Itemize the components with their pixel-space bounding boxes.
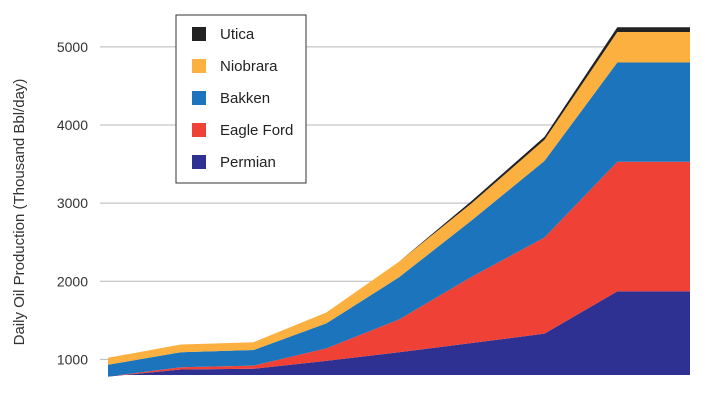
legend-swatch [192,27,206,41]
area-permian [108,291,690,377]
legend-label: Bakken [220,90,270,107]
y-tick-label: 1000 [57,351,88,367]
area-bakken [108,62,690,377]
y-axis-title: Daily Oil Production (Thousand Bbl/day) [11,79,28,346]
legend-swatch [192,59,206,73]
legend-swatch [192,155,206,169]
legend-label: Permian [220,154,276,171]
y-tick-label: 3000 [57,195,88,211]
legend-swatch [192,123,206,137]
y-tick-label: 2000 [57,273,88,289]
area-series [108,27,690,377]
y-axis-ticks: 1000 2000 3000 4000 5000 [57,39,88,368]
legend-label: Eagle Ford [220,122,293,139]
legend-swatch [192,91,206,105]
y-tick-label: 4000 [57,117,88,133]
legend-label: Utica [220,26,255,43]
legend-label: Niobrara [220,58,278,75]
y-tick-label: 5000 [57,39,88,55]
legend: Utica Niobrara Bakken Eagle Ford Permian [175,14,307,184]
area-eagle-ford [108,161,690,377]
